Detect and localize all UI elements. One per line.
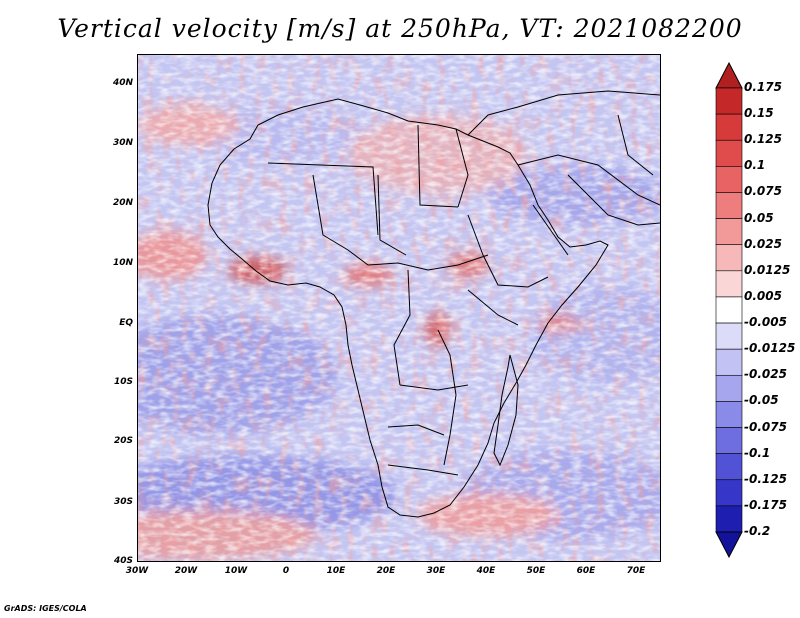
colorbar-label: -0.125 (744, 471, 787, 486)
colorbar-segment (715, 270, 743, 298)
colorbar-segment (715, 244, 743, 272)
lat-label: 10N (112, 258, 133, 268)
colorbar-label: -0.005 (744, 315, 787, 330)
colorbar-segment (715, 479, 743, 507)
colorbar-label: 0.125 (744, 132, 782, 147)
lat-label: 10S (113, 377, 133, 387)
colorbar-label: 0.025 (744, 236, 782, 251)
lat-label: 20N (112, 198, 133, 208)
lat-label: EQ (119, 318, 133, 328)
colorbar-segment (715, 296, 743, 324)
colorbar-segment (715, 192, 743, 219)
lon-label: 0 (282, 566, 290, 576)
colorbar-label: 0.0125 (744, 262, 791, 277)
lat-label: 30N (112, 138, 133, 148)
colorbar-label: 0.075 (744, 184, 782, 199)
colorbar-label: 0.175 (744, 80, 782, 94)
lon-label: 50E (526, 566, 546, 576)
colorbar-segment (715, 113, 743, 141)
lat-label: 30S (113, 497, 133, 507)
colorbar-segment (715, 166, 743, 193)
colorbar-label: -0.1 (744, 445, 771, 460)
lon-label: 10E (326, 566, 346, 576)
colorbar-label: 0.05 (744, 210, 774, 225)
colorbar-label: 0.005 (744, 288, 782, 303)
colorbar-segment (715, 218, 743, 246)
coastline (207, 90, 660, 518)
colorbar-segment (715, 87, 743, 115)
lon-label: 70E (626, 566, 646, 576)
colorbar (715, 62, 743, 558)
lon-label: 20E (376, 566, 396, 576)
colorbar-label: -0.175 (744, 497, 787, 512)
colorbar-label: -0.05 (744, 393, 779, 408)
lat-label: 40S (113, 556, 133, 566)
colorbar-segment (715, 322, 743, 350)
colorbar-segment (715, 348, 743, 376)
lat-label: 20S (113, 436, 133, 446)
colorbar-segment (715, 401, 743, 428)
lon-label: 10W (224, 566, 248, 576)
colorbar-segment (715, 427, 743, 454)
lat-label: 40N (112, 78, 133, 88)
lon-label: 20W (174, 566, 198, 576)
colorbar-segment (715, 139, 743, 167)
colorbar-label: -0.075 (744, 419, 787, 434)
colorbar-min-triangle (715, 531, 743, 558)
colorbar-label: -0.2 (744, 524, 771, 538)
lon-label: 60E (576, 566, 596, 576)
colorbar-max-triangle (715, 62, 743, 89)
chart-title: Vertical velocity [m/s] at 250hPa, VT: 2… (57, 14, 743, 43)
lon-label: 30E (426, 566, 446, 576)
colorbar-label: 0.15 (744, 106, 774, 121)
colorbar-label: 0.1 (744, 158, 766, 173)
colorbar-segment (715, 453, 743, 481)
colorbar-label: -0.0125 (744, 341, 796, 356)
velocity-field (138, 55, 660, 561)
colorbar-label: -0.025 (744, 367, 787, 382)
footer-credit: GrADS: IGES/COLA (4, 604, 87, 613)
lon-label: 40E (476, 566, 496, 576)
velocity-map (137, 54, 661, 562)
lon-label: 30W (125, 566, 149, 576)
colorbar-segment (715, 374, 743, 402)
colorbar-segment (715, 505, 743, 533)
